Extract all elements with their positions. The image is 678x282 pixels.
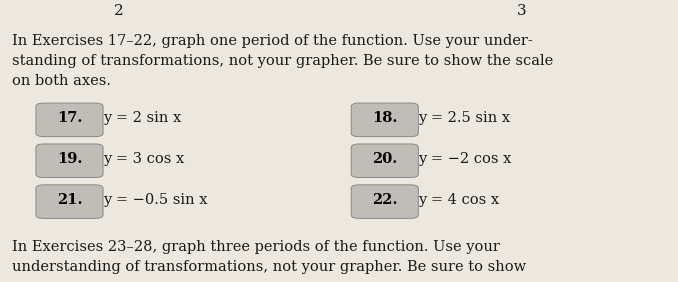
FancyBboxPatch shape: [351, 103, 418, 137]
FancyBboxPatch shape: [36, 144, 103, 178]
Text: y = 4 cos x: y = 4 cos x: [418, 193, 500, 207]
Text: 20.: 20.: [372, 152, 397, 166]
Text: y = −2 cos x: y = −2 cos x: [418, 152, 512, 166]
Text: 19.: 19.: [57, 152, 82, 166]
Text: y = −0.5 sin x: y = −0.5 sin x: [103, 193, 207, 207]
Text: In Exercises 23–28, graph three periods of the function. Use your
understanding : In Exercises 23–28, graph three periods …: [12, 240, 526, 274]
FancyBboxPatch shape: [36, 103, 103, 137]
Text: y = 2 sin x: y = 2 sin x: [103, 111, 181, 125]
FancyBboxPatch shape: [351, 144, 418, 178]
Text: 22.: 22.: [372, 193, 397, 207]
Text: 18.: 18.: [372, 111, 397, 125]
Text: 2: 2: [114, 4, 123, 18]
FancyBboxPatch shape: [351, 185, 418, 218]
Text: 21.: 21.: [57, 193, 82, 207]
Text: 3: 3: [517, 4, 527, 18]
Text: In Exercises 17–22, graph one period of the function. Use your under-
standing o: In Exercises 17–22, graph one period of …: [12, 34, 553, 88]
Text: 17.: 17.: [57, 111, 82, 125]
Text: y = 3 cos x: y = 3 cos x: [103, 152, 184, 166]
FancyBboxPatch shape: [36, 185, 103, 218]
Text: y = 2.5 sin x: y = 2.5 sin x: [418, 111, 511, 125]
